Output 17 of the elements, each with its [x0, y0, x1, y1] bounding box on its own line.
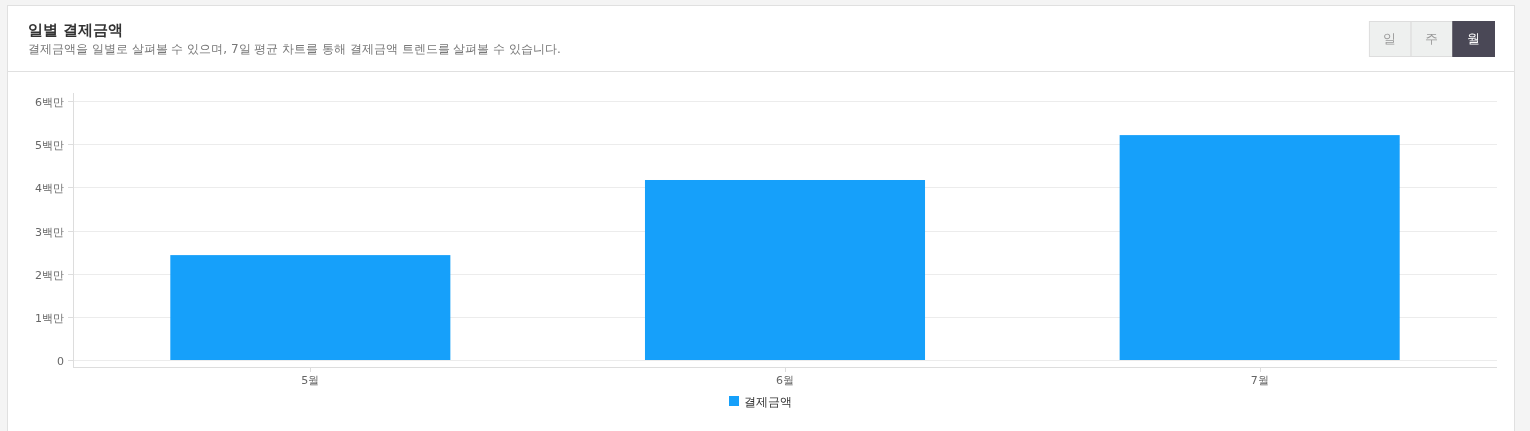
- bar: [170, 255, 451, 360]
- chart-title: 일별 결제금액: [28, 21, 124, 39]
- x-tick-label: 7월: [1250, 374, 1269, 387]
- bar: [1119, 135, 1400, 360]
- legend-label: 결제금액: [744, 394, 792, 409]
- y-tick-label: 0: [57, 354, 64, 368]
- y-tick-label: 2백만: [35, 268, 64, 282]
- y-tick-label: 3백만: [35, 225, 64, 239]
- chart-subtitle: 결제금액을 일별로 살펴볼 수 있으며, 7일 평균 차트를 통해 결제금액 트렌드를 살펴볼 수 있습니다.: [28, 42, 561, 56]
- y-tick-label: 4백만: [35, 181, 64, 195]
- y-tick-label: 1백만: [35, 311, 64, 325]
- x-tick-label: 5월: [301, 374, 320, 387]
- y-tick-label: 5백만: [35, 138, 64, 152]
- x-tick-label: 6월: [776, 374, 794, 387]
- y-tick-label: 6백만: [35, 95, 64, 109]
- legend-item: 결제금액: [729, 394, 792, 409]
- bar: [644, 180, 926, 360]
